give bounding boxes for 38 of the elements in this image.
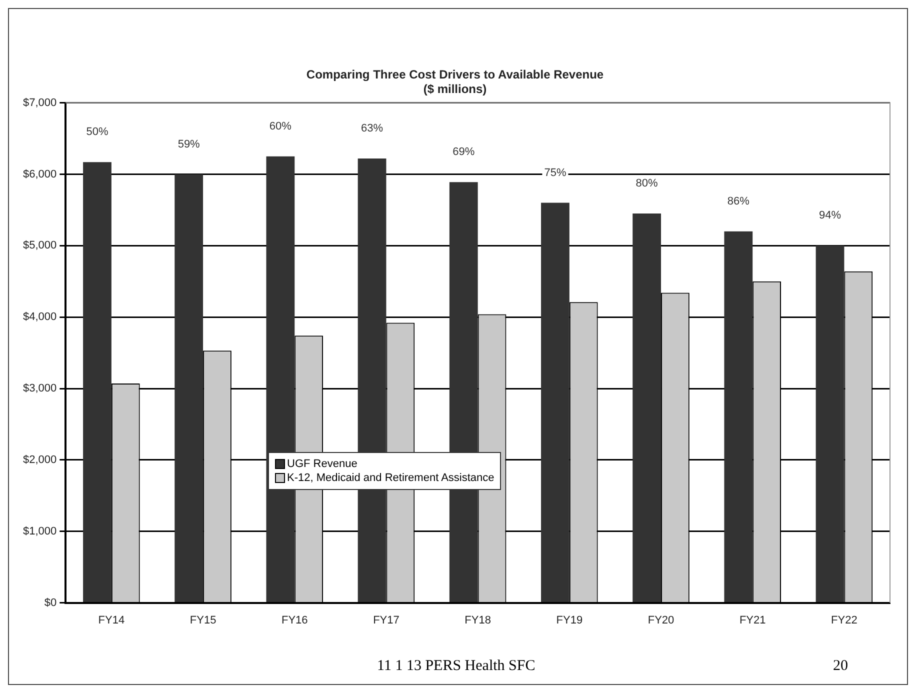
x-tick-label: FY17 xyxy=(373,614,400,626)
annotation: 80% xyxy=(636,178,658,190)
y-tick-label: $3,000 xyxy=(22,382,57,395)
x-tick-label: FY15 xyxy=(190,614,216,626)
bar xyxy=(724,231,753,602)
annotation: 63% xyxy=(361,122,384,135)
x-tick-label: FY16 xyxy=(281,614,308,626)
x-tick-label: FY14 xyxy=(98,614,125,626)
y-tick-label: $6,000 xyxy=(22,168,57,180)
text: 20 xyxy=(833,658,848,675)
bar xyxy=(541,202,570,602)
chart-subtitle: ($ millions) xyxy=(423,82,487,96)
y-tick-label: $4,000 xyxy=(22,311,57,324)
annotation: 69% xyxy=(452,146,475,158)
y-tick-label: $0 xyxy=(44,596,57,609)
annotation: 94% xyxy=(818,210,842,222)
bar xyxy=(632,214,662,602)
bar xyxy=(816,246,844,602)
x-tick-label: FY22 xyxy=(831,614,858,626)
x-tick-label: FY20 xyxy=(648,614,674,626)
y-tick-label: $2,000 xyxy=(22,454,57,466)
bar xyxy=(83,162,112,602)
annotation: 75% xyxy=(544,166,566,179)
bar xyxy=(174,174,204,602)
text: 11 1 13 PERS Health SFC xyxy=(377,658,536,675)
y-tick-label: $7,000 xyxy=(22,96,57,109)
legend-label: UGF Revenue xyxy=(287,458,358,470)
chart-title: Comparing Three Cost Drivers to Available Revenue xyxy=(306,68,604,82)
y-tick-label: $5,000 xyxy=(22,240,57,252)
annotation: 50% xyxy=(86,126,108,138)
annotation: 60% xyxy=(269,120,292,132)
y-tick-label: $1,000 xyxy=(22,525,57,538)
x-tick-label: FY18 xyxy=(464,614,491,626)
legend-label: K-12, Medicaid and Retirement Assistance xyxy=(287,472,494,484)
x-tick-label: FY19 xyxy=(556,614,583,626)
annotation: 86% xyxy=(727,195,750,208)
x-tick-label: FY21 xyxy=(739,614,766,626)
annotation: 59% xyxy=(178,138,200,150)
